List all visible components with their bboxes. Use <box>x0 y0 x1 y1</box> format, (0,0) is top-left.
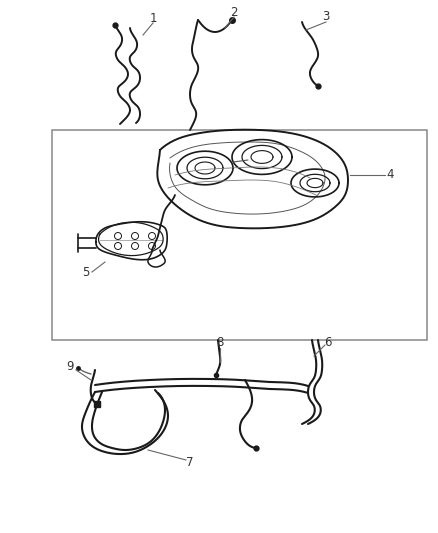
Bar <box>52 130 427 340</box>
Text: 4: 4 <box>386 168 394 182</box>
Text: 6: 6 <box>324 335 332 349</box>
Text: 7: 7 <box>186 456 194 469</box>
Text: 1: 1 <box>149 12 157 25</box>
Text: 2: 2 <box>230 5 238 19</box>
Text: 5: 5 <box>82 265 90 279</box>
Text: 3: 3 <box>322 11 330 23</box>
Text: 8: 8 <box>216 336 224 350</box>
Text: 9: 9 <box>66 360 74 374</box>
